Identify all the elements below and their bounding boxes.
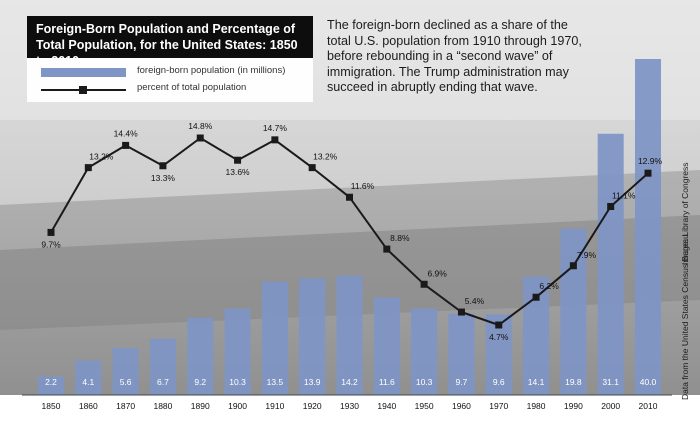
x-tick-label-1910: 1910 xyxy=(265,401,284,411)
percent-marker-1980 xyxy=(532,293,540,301)
x-tick-label-1890: 1890 xyxy=(191,401,210,411)
bar-value-label-1920: 13.9 xyxy=(304,377,321,387)
percent-label-1880: 13.3% xyxy=(151,173,176,183)
x-tick-label-1990: 1990 xyxy=(564,401,583,411)
x-tick-label-1930: 1930 xyxy=(340,401,359,411)
x-tick-label-2010: 2010 xyxy=(639,401,658,411)
x-tick-label-1850: 1850 xyxy=(42,401,61,411)
bar-value-label-1890: 9.2 xyxy=(194,377,206,387)
legend: foreign-born population (in millions) pe… xyxy=(27,58,313,102)
percent-marker-1860 xyxy=(84,164,92,172)
bar-2000 xyxy=(597,133,624,395)
legend-item-population: foreign-born population (in millions) xyxy=(27,62,313,82)
bar-1940 xyxy=(373,297,400,395)
percent-label-1990: 7.9% xyxy=(577,250,597,260)
percent-label-2010: 12.9% xyxy=(638,156,663,166)
percent-label-1870: 14.4% xyxy=(114,128,139,138)
bar-value-label-1990: 19.8 xyxy=(565,377,582,387)
x-tick-label-1980: 1980 xyxy=(527,401,546,411)
data-credit: Data from the United States Census Burea… xyxy=(680,234,690,400)
x-tick-label-1970: 1970 xyxy=(489,401,508,411)
percent-label-1860: 13.2% xyxy=(89,152,114,162)
percent-label-1890: 14.8% xyxy=(188,121,213,131)
percent-marker-1960 xyxy=(457,308,465,316)
bar-value-label-1950: 10.3 xyxy=(416,377,433,387)
bar-value-label-1910: 13.5 xyxy=(267,377,284,387)
legend-label-population: foreign-born population (in millions) xyxy=(137,65,286,76)
bar-value-label-1930: 14.2 xyxy=(341,377,358,387)
percent-label-1950: 6.9% xyxy=(427,268,447,278)
percent-label-1900: 13.6% xyxy=(226,167,251,177)
legend-label-percent: percent of total population xyxy=(137,82,247,93)
bar-1850 xyxy=(38,376,64,395)
legend-item-percent: percent of total population xyxy=(27,79,313,99)
x-tick-label-2000: 2000 xyxy=(601,401,620,411)
bar-value-label-1900: 10.3 xyxy=(229,377,246,387)
percent-label-2000: 11.1% xyxy=(612,191,636,201)
bar-1930 xyxy=(336,275,363,395)
percent-label-1960: 5.4% xyxy=(465,296,485,306)
percent-label-1930: 11.6% xyxy=(351,181,375,191)
percent-label-1850: 9.7% xyxy=(41,239,61,249)
bar-value-label-1860: 4.1 xyxy=(82,377,94,387)
bar-value-label-1870: 5.6 xyxy=(120,377,132,387)
bar-value-label-1880: 6.7 xyxy=(157,377,169,387)
bar-1870 xyxy=(112,347,139,395)
percent-marker-1910 xyxy=(271,136,279,144)
chart-title: Foreign-Born Population and Percentage o… xyxy=(27,16,313,68)
bar-value-label-1850: 2.2 xyxy=(45,377,57,387)
bar-1890 xyxy=(187,317,214,395)
x-tick-label-1950: 1950 xyxy=(415,401,434,411)
bar-value-label-1970: 9.6 xyxy=(493,377,505,387)
legend-swatch-marker xyxy=(79,85,87,94)
percent-label-1980: 6.2% xyxy=(539,281,559,291)
percent-marker-2000 xyxy=(607,203,615,211)
percent-marker-1990 xyxy=(569,262,577,270)
x-tick-label-1900: 1900 xyxy=(228,401,247,411)
bar-value-label-1980: 14.1 xyxy=(528,377,545,387)
percent-marker-1970 xyxy=(495,321,503,329)
bar-1920 xyxy=(299,278,326,395)
percent-label-1970: 4.7% xyxy=(489,332,509,342)
percent-marker-1880 xyxy=(159,162,167,170)
bar-1960 xyxy=(448,313,475,395)
percent-marker-1950 xyxy=(420,280,428,288)
percent-marker-1890 xyxy=(196,134,204,142)
percent-marker-1870 xyxy=(122,141,130,149)
x-tick-label-1860: 1860 xyxy=(79,401,98,411)
bar-1900 xyxy=(224,308,251,395)
bar-1860 xyxy=(75,360,102,395)
percent-marker-1930 xyxy=(346,193,353,201)
percent-marker-1940 xyxy=(383,245,391,253)
bar-1880 xyxy=(149,338,176,395)
bar-value-label-2000: 31.1 xyxy=(602,377,619,387)
bar-2010 xyxy=(635,59,661,395)
x-tick-label-1880: 1880 xyxy=(153,401,172,411)
x-tick-label-1960: 1960 xyxy=(452,401,471,411)
bar-value-label-1940: 11.6 xyxy=(379,377,395,387)
bar-1950 xyxy=(411,308,438,395)
bar-value-label-2010: 40.0 xyxy=(640,377,657,387)
x-tick-label-1940: 1940 xyxy=(377,401,396,411)
percent-marker-1900 xyxy=(234,156,242,164)
legend-swatch-bar xyxy=(41,68,126,77)
percent-marker-1920 xyxy=(308,164,316,172)
x-tick-label-1870: 1870 xyxy=(116,401,135,411)
x-tick-label-1920: 1920 xyxy=(303,401,322,411)
annotation-text: The foreign-born declined as a share of … xyxy=(327,18,582,94)
bar-1990 xyxy=(560,228,587,395)
percent-label-1920: 13.2% xyxy=(313,152,338,162)
bar-value-label-1960: 9.7 xyxy=(456,377,468,387)
bar-1910 xyxy=(261,281,288,395)
percent-label-1940: 8.8% xyxy=(390,233,410,243)
percent-label-1910: 14.7% xyxy=(263,123,288,133)
percent-marker-2010 xyxy=(644,169,652,177)
percent-marker-1850 xyxy=(47,228,55,236)
